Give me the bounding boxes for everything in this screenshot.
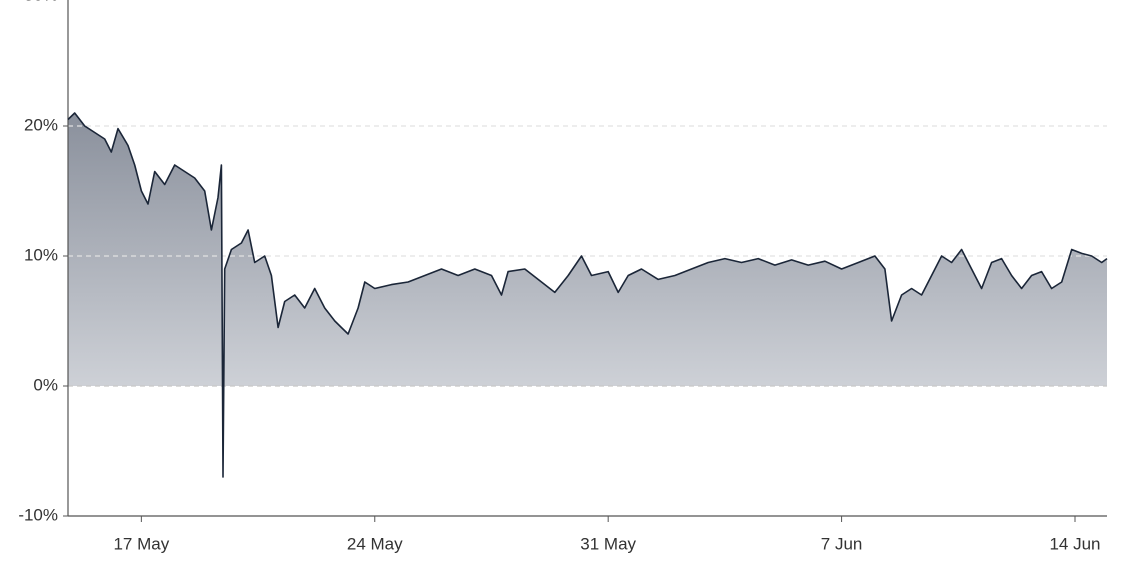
line (67, 112, 1108, 478)
x-tick-label: 7 Jun (821, 534, 863, 553)
area-fill (68, 113, 1107, 477)
x-tick-label: 17 May (113, 534, 169, 553)
x-tick-label: 24 May (347, 534, 403, 553)
y-tick-label: 30% (24, 0, 58, 4)
y-tick-label: 10% (24, 245, 58, 264)
y-tick-label: 0% (33, 375, 58, 394)
x-tick-label: 31 May (580, 534, 636, 553)
x-tick-label: 14 Jun (1049, 534, 1100, 553)
y-tick-label: 20% (24, 115, 58, 134)
y-tick-label: -10% (18, 505, 58, 524)
